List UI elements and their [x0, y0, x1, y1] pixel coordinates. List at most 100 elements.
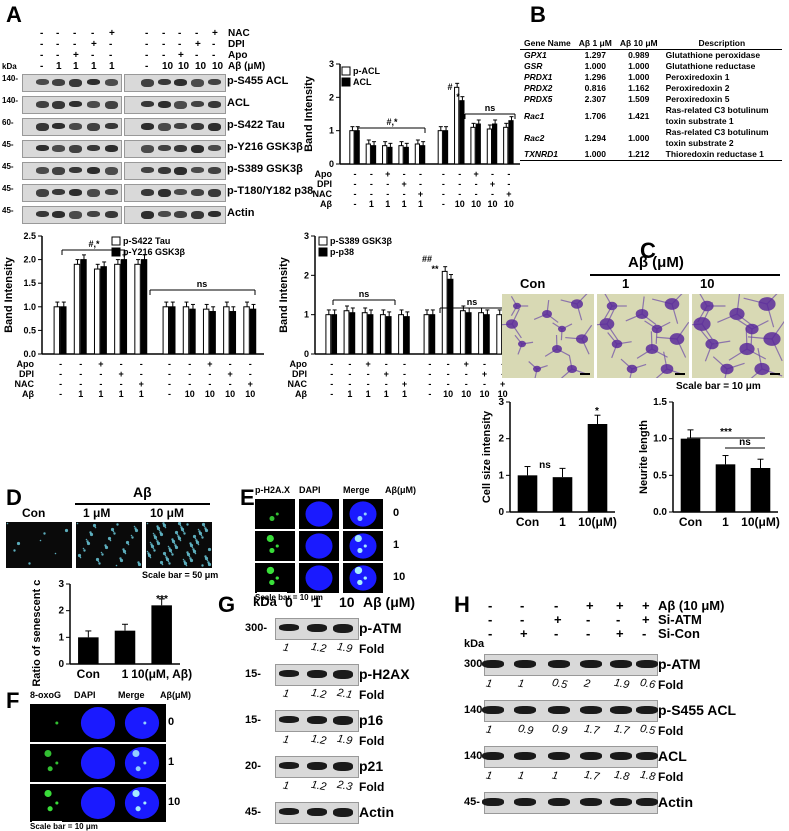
blot-band	[208, 211, 221, 217]
fold-value: 1	[485, 678, 493, 691]
bar	[61, 307, 66, 354]
bar	[250, 309, 255, 354]
stained-cell	[163, 552, 166, 555]
treatment-cell: -	[188, 379, 191, 389]
blot-label: p21	[359, 758, 383, 774]
treatment-cell: 1	[402, 389, 407, 399]
blot-band	[87, 101, 100, 108]
blot-kda: 60-	[2, 118, 14, 127]
treatment-cell: -	[162, 50, 165, 61]
bar	[421, 146, 425, 164]
treatment-row-label: Si-Con	[658, 626, 700, 641]
treatment-cell: -	[586, 612, 590, 627]
blot-band	[158, 145, 171, 151]
stained-cell	[159, 531, 161, 533]
bar	[371, 146, 375, 164]
cell-body	[705, 339, 718, 350]
blot-band	[105, 101, 118, 109]
blot-band	[36, 145, 49, 151]
bar	[404, 317, 409, 354]
stained-cell	[17, 542, 20, 545]
blot-label: p-ATM	[359, 620, 402, 636]
treatment-cell: -	[168, 359, 171, 369]
foci	[355, 567, 362, 574]
treatment-cell: +	[474, 169, 479, 179]
treatment-row-label: Aβ	[295, 389, 307, 399]
stained-cell	[122, 548, 124, 550]
bar	[224, 307, 229, 354]
blot-band	[279, 670, 299, 677]
blot-band	[105, 189, 118, 195]
panel-c-label-con: Con	[520, 276, 545, 291]
treatment-cell: -	[465, 379, 468, 389]
blot-band	[333, 670, 353, 679]
stained-cell	[186, 551, 188, 553]
bar	[362, 313, 367, 354]
blot-band	[610, 660, 632, 668]
cell-body	[518, 341, 526, 347]
if-dapi-tile	[299, 563, 339, 593]
treatment-cell: -	[168, 369, 171, 379]
cell-body	[600, 318, 615, 330]
micrograph-tile	[502, 294, 594, 378]
treatment-cell: -	[212, 39, 215, 50]
bar	[484, 315, 489, 354]
blot-band	[191, 79, 204, 87]
panel-d-label-1um: 1 μM	[83, 506, 110, 520]
bar	[716, 464, 736, 512]
stained-cell	[116, 565, 118, 567]
treatment-cell: -	[59, 379, 62, 389]
table-cell: 1.297	[575, 50, 616, 62]
significance-label: *	[456, 92, 460, 102]
foci	[132, 750, 139, 757]
blot-band	[87, 211, 100, 217]
blot-band	[514, 798, 536, 806]
bar	[487, 129, 491, 164]
micrograph-tile	[76, 522, 142, 568]
panel-c-title-bar	[590, 274, 780, 276]
treatment-cell: -	[442, 199, 445, 209]
treatment-cell: 1	[56, 61, 62, 72]
treatment-row-label: Apo	[228, 50, 247, 61]
treatment-cell: +	[520, 626, 528, 641]
foci	[143, 722, 146, 725]
blot-band	[610, 752, 632, 760]
stained-cell	[126, 541, 129, 544]
treatment-cell: -	[109, 50, 112, 61]
micrograph-cells	[597, 294, 689, 378]
bar	[466, 313, 471, 354]
treatment-cell: -	[168, 379, 171, 389]
bar	[101, 267, 106, 354]
blot-band	[105, 79, 118, 86]
if-image	[343, 531, 383, 561]
treatment-cell: +	[642, 598, 650, 613]
treatment-cell: -	[488, 598, 492, 613]
table-cell: Thioredoxin reductase 1	[662, 149, 782, 161]
table-cell: Ras-related C3 botulinum toxin substrate…	[662, 127, 782, 149]
blot-band	[307, 808, 327, 816]
treatment-cell: -	[145, 50, 148, 61]
bar	[74, 264, 79, 354]
blot-band	[158, 79, 171, 85]
panel-d-label-con: Con	[22, 506, 45, 520]
if-column-header: Merge	[118, 690, 145, 700]
panel-d-scale: Scale bar = 50 μm	[142, 570, 218, 580]
stained-cell	[201, 536, 203, 538]
blot-band	[636, 660, 658, 668]
treatment-cell: -	[330, 389, 333, 399]
treatment-cell: -	[442, 169, 445, 179]
blot-label: p-ATM	[658, 656, 701, 672]
table-header-gene: Gene Name	[520, 38, 575, 50]
treatment-cell: 1	[366, 389, 371, 399]
stained-cell	[98, 562, 100, 564]
significance-label: ns	[197, 279, 208, 289]
treatment-cell: +	[109, 28, 115, 39]
treatment-cell: -	[91, 28, 94, 39]
treatment-cell: +	[195, 39, 201, 50]
fold-value: 1	[551, 770, 559, 783]
if-merge-tile	[118, 704, 166, 742]
if-signal-tile	[255, 563, 295, 593]
treatment-cell: 1	[98, 389, 103, 399]
